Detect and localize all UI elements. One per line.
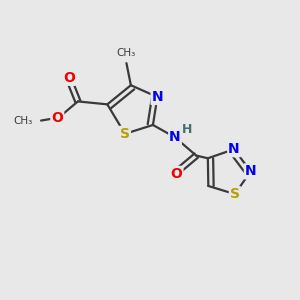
Text: O: O — [51, 111, 63, 125]
Text: N: N — [152, 90, 163, 104]
Text: CH₃: CH₃ — [117, 48, 136, 58]
Text: CH₃: CH₃ — [14, 116, 33, 126]
Text: O: O — [171, 167, 182, 181]
Text: N: N — [228, 142, 240, 156]
Text: S: S — [230, 187, 240, 201]
Text: N: N — [245, 164, 256, 178]
Text: O: O — [63, 71, 75, 85]
Text: H: H — [182, 123, 193, 136]
Text: S: S — [120, 127, 130, 141]
Text: N: N — [169, 130, 181, 144]
